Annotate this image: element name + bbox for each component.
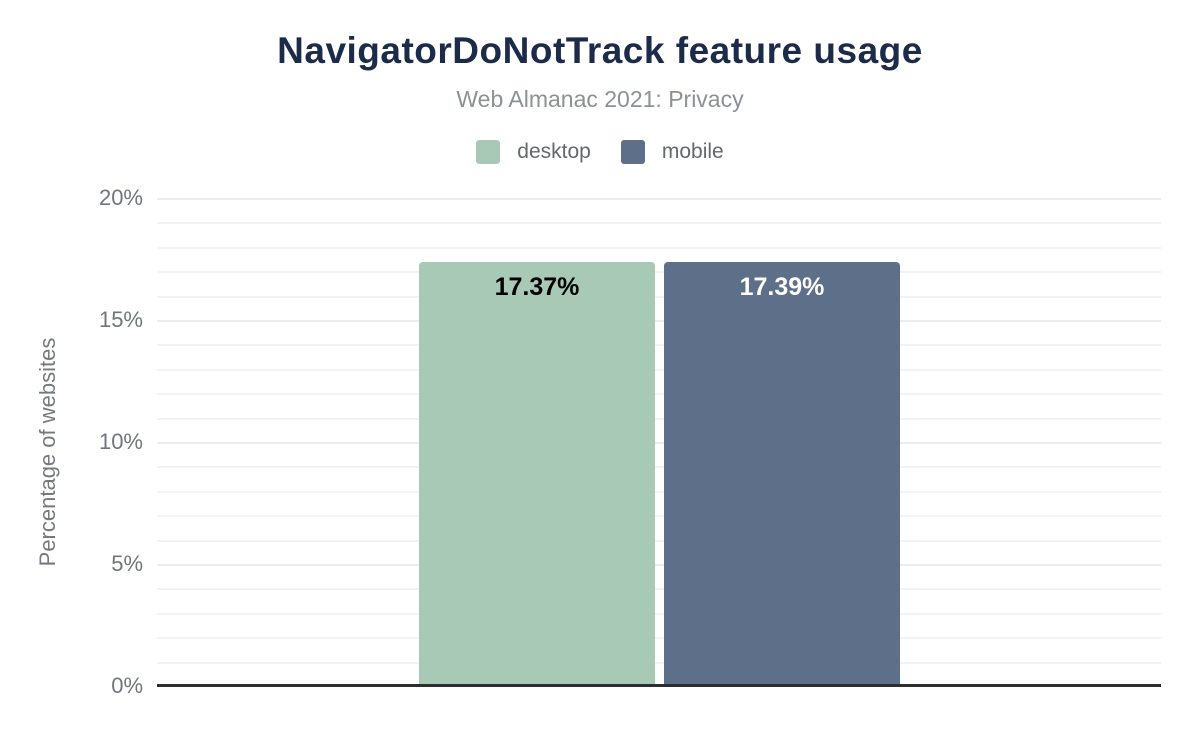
gridline-14pct xyxy=(157,344,1161,346)
bar-desktop: 17.37% xyxy=(419,262,655,686)
mobile-legend-swatch-icon xyxy=(620,140,645,164)
chart-subtitle: Web Almanac 2021: Privacy xyxy=(456,86,744,112)
gridline-11pct xyxy=(157,418,1161,420)
gridline-9pct xyxy=(157,466,1161,468)
gridline-6pct xyxy=(157,540,1161,542)
gridline-8pct xyxy=(157,491,1161,493)
desktop-legend-swatch-icon xyxy=(476,140,501,164)
legend-item-mobile: mobile xyxy=(620,140,724,164)
gridline-13pct xyxy=(157,369,1161,371)
gridline-4pct xyxy=(157,588,1161,590)
gridline-12pct xyxy=(157,393,1161,395)
gridline-16pct xyxy=(157,296,1161,298)
gridline-15pct xyxy=(157,320,1161,322)
gridline-17pct xyxy=(157,271,1161,273)
gridline-18pct xyxy=(157,247,1161,249)
y-tick-label: 0% xyxy=(111,673,143,698)
x-axis-line xyxy=(157,684,1161,687)
legend: desktop mobile xyxy=(0,140,1200,164)
y-tick-label: 20% xyxy=(98,185,143,210)
gridline-20pct xyxy=(157,198,1161,200)
legend-label-mobile: mobile xyxy=(661,140,724,163)
gridline-10pct xyxy=(157,442,1161,444)
y-tick-label: 15% xyxy=(98,307,143,332)
y-tick-label: 5% xyxy=(111,551,143,576)
y-tick-label: 10% xyxy=(98,429,143,454)
gridline-2pct xyxy=(157,637,1161,639)
gridline-1pct xyxy=(157,662,1161,664)
gridline-3pct xyxy=(157,613,1161,615)
bar-value-label-desktop: 17.37% xyxy=(494,273,580,301)
y-axis-title: Percentage of websites xyxy=(35,337,60,567)
gridline-19pct xyxy=(157,222,1161,224)
bar-value-label-mobile: 17.39% xyxy=(739,273,825,301)
bar-mobile: 17.39% xyxy=(664,262,900,686)
chart-title: NavigatorDoNotTrack feature usage xyxy=(277,30,923,71)
legend-item-desktop: desktop xyxy=(476,140,591,164)
legend-label-desktop: desktop xyxy=(517,140,591,163)
gridline-7pct xyxy=(157,515,1161,517)
gridline-5pct xyxy=(157,564,1161,566)
